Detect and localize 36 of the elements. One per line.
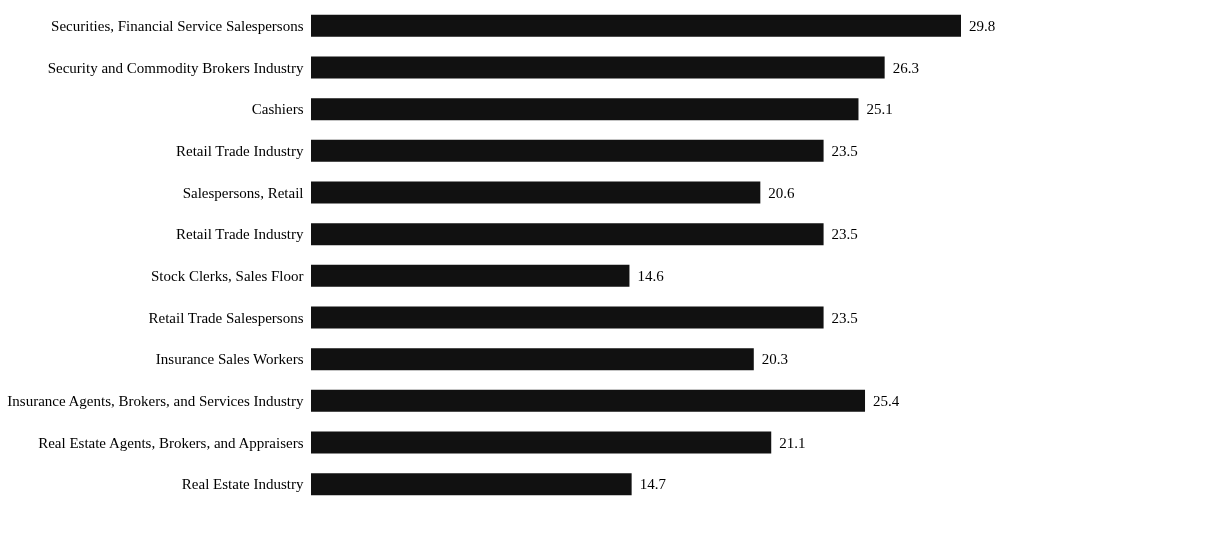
bar [311, 98, 859, 121]
data-label: 14.7 [639, 476, 667, 493]
bar [311, 223, 824, 246]
data-label: 26.3 [892, 59, 919, 76]
y-tick-label: Salespersons, Retail [182, 184, 304, 201]
y-tick-label: Retail Trade Industry [176, 226, 304, 243]
y-tick-label: Real Estate Agents, Brokers, and Appraisers [38, 434, 304, 451]
bar [311, 473, 632, 496]
data-label: 23.5 [831, 142, 858, 159]
y-tick-label: Retail Trade Industry [176, 142, 304, 159]
data-label: 23.5 [831, 309, 858, 326]
bar [311, 264, 630, 287]
y-tick-label: Retail Trade Salespersons [148, 309, 304, 326]
y-tick-label: Real Estate Industry [181, 476, 304, 493]
bar [311, 306, 824, 329]
data-label: 20.3 [761, 351, 789, 368]
y-tick-label: Securities, Financial Service Salespersons [51, 17, 304, 34]
data-label: 20.6 [768, 184, 796, 201]
bar [311, 389, 866, 412]
bar [311, 56, 885, 79]
data-label: 29.8 [969, 17, 996, 34]
y-tick-label: Insurance Sales Workers [155, 351, 304, 368]
data-label: 25.4 [873, 392, 900, 409]
data-label: 14.6 [637, 267, 665, 284]
bar [311, 139, 824, 162]
y-tick-label: Stock Clerks, Sales Floor [151, 267, 304, 284]
bar [311, 431, 772, 454]
data-label: 23.5 [831, 226, 858, 243]
y-tick-label: Cashiers [251, 101, 304, 118]
bar [311, 181, 761, 204]
y-tick-label: Security and Commodity Brokers Industry [47, 59, 304, 76]
bar [311, 348, 754, 371]
y-tick-label: Insurance Agents, Brokers, and Services Industry [7, 392, 304, 409]
bar [311, 14, 961, 37]
data-label: 25.1 [866, 101, 893, 118]
data-label: 21.1 [779, 434, 806, 451]
